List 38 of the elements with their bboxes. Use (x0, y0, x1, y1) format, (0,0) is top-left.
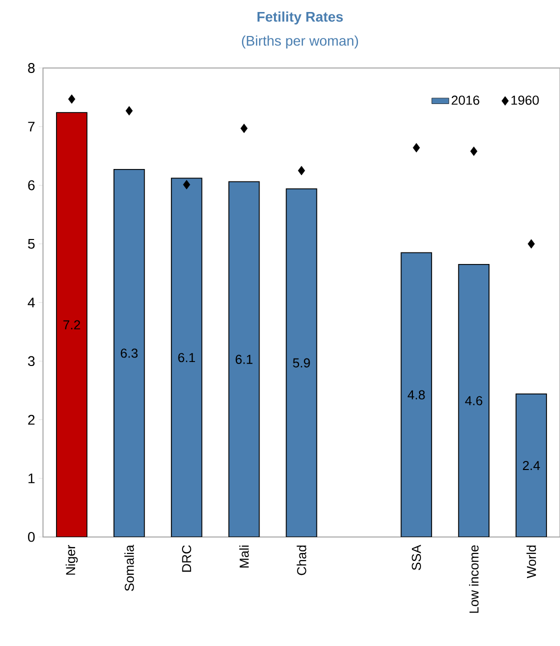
x-tick-label: World (526, 546, 536, 578)
x-tick-label: Somalia (124, 544, 134, 591)
data-label: 2.4 (522, 460, 540, 470)
data-label: 6.1 (236, 354, 252, 364)
x-tick-label: DRC (182, 545, 192, 572)
y-tick-label: 2 (28, 414, 35, 425)
x-tick-label: Chad (296, 546, 306, 576)
point (412, 143, 420, 152)
y-tick-label: 7 (28, 122, 35, 132)
chart-subtitle: (Births per woman) (242, 35, 358, 48)
y-tick-label: 5 (28, 239, 35, 249)
bar (228, 181, 260, 537)
legend-label: 1960 (511, 96, 539, 105)
point (183, 180, 190, 190)
chart-title: Fetility Rates (258, 11, 343, 24)
point (298, 166, 306, 176)
x-tick-label: Low income (469, 545, 479, 613)
data-label: 4.8 (408, 390, 425, 400)
data-label: 4.6 (465, 396, 482, 406)
data-label: 5.9 (293, 358, 310, 368)
point (240, 124, 248, 134)
y-tick-label: 3 (28, 356, 35, 366)
y-tick-label: 8 (28, 63, 35, 73)
x-tick-label: SSA (412, 544, 421, 570)
data-label: 7.2 (63, 320, 80, 330)
point (470, 146, 478, 156)
x-tick-label: Mali (239, 546, 249, 568)
point (126, 106, 133, 116)
point (68, 94, 76, 104)
y-tick-label: 1 (28, 474, 35, 484)
y-tick-label: 0 (28, 532, 35, 542)
data-label: 6.3 (120, 348, 138, 358)
point (528, 239, 535, 249)
data-label: 6.1 (178, 353, 195, 362)
y-tick-label: 4 (28, 298, 35, 308)
legend-label: 2016 (452, 96, 480, 105)
x-tick-label: Niger (66, 544, 78, 575)
y-tick-label: 6 (28, 180, 35, 190)
